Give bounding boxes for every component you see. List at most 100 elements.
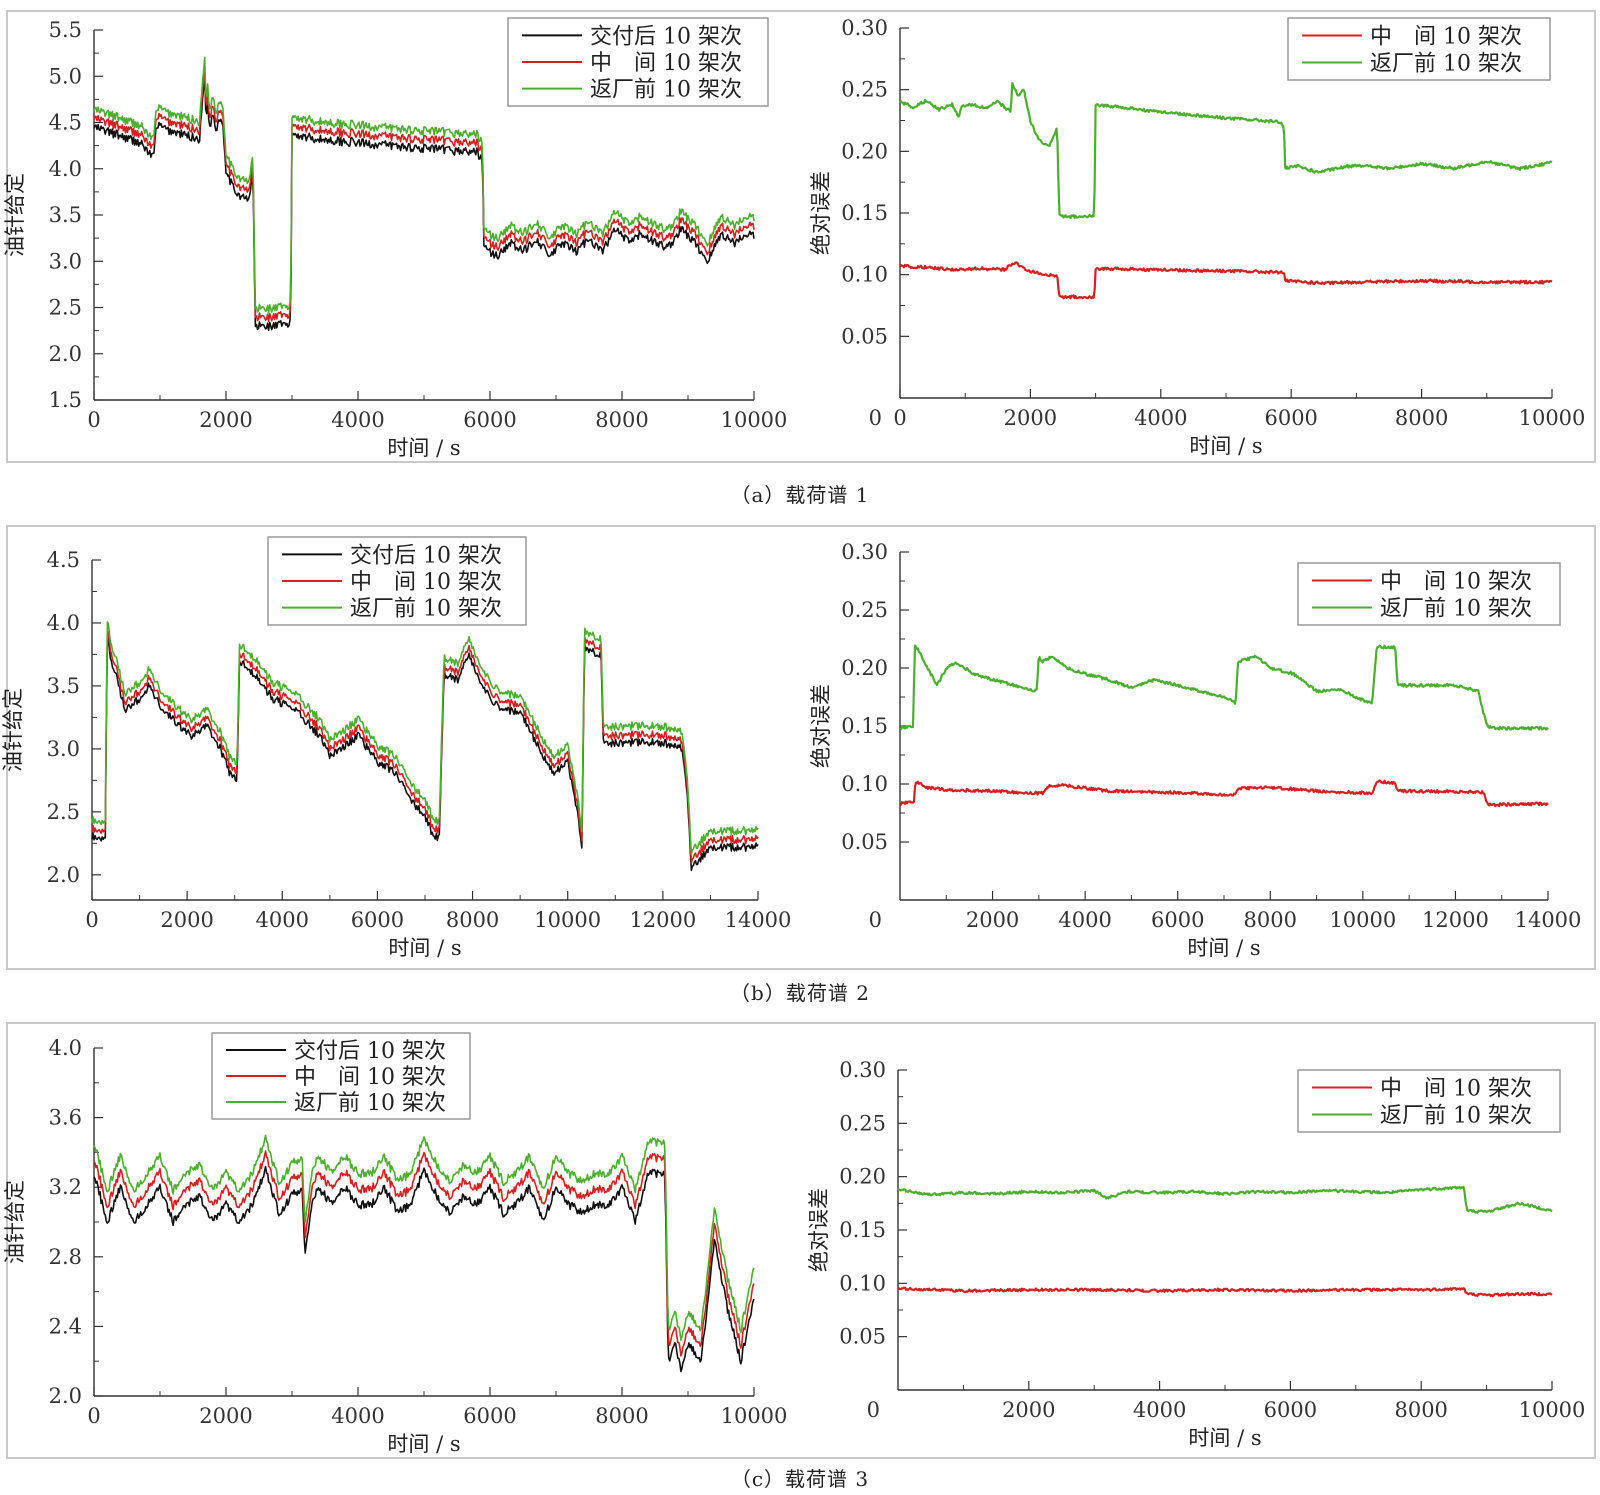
legend-box — [1287, 17, 1551, 81]
y-axis-label: 绝对误差 — [809, 684, 833, 768]
legend-label-1: 中 间 10 架次 — [294, 1065, 446, 1090]
x-axis-label: 时间 / s — [387, 436, 460, 460]
series-line-2 — [93, 1134, 755, 1341]
y-tick-label: 1.5 — [49, 388, 82, 412]
y-tick-label: 3.5 — [49, 203, 82, 227]
x-tick-label: 12000 — [629, 908, 696, 932]
legend-label-0: 中 间 10 架次 — [1370, 25, 1522, 50]
y-axis-label: 油针给定 — [3, 1180, 27, 1264]
y-tick-label: 5.0 — [49, 64, 82, 88]
y-tick-label: 4.0 — [47, 611, 80, 635]
series-line-1 — [93, 1150, 755, 1357]
y-axis-label: 油针给定 — [1, 688, 25, 772]
chart-a-right: 0.05 0.10 0.15 0.20 0.25 0.30 0 0 2000 4000 6000 80… — [809, 16, 1585, 458]
x-tick-label: 0 — [85, 908, 98, 932]
x-tick-label: 2000 — [966, 908, 1019, 932]
y-tick-label: 2.8 — [49, 1245, 82, 1269]
series-line-1 — [899, 82, 1553, 220]
legend-label-1: 返厂前 10 架次 — [1380, 1104, 1532, 1129]
y-tick-label: 2.4 — [49, 1314, 82, 1338]
legend-label-0: 交付后 10 架次 — [294, 1039, 446, 1064]
x-tick-label: 4000 — [331, 1404, 384, 1428]
legend-label-2: 返厂前 10 架次 — [350, 597, 502, 622]
x-tick-label: 8000 — [1395, 406, 1448, 430]
y-tick-label: 0.25 — [841, 598, 888, 622]
x-axis-label: 时间 / s — [388, 936, 461, 960]
x-tick-label: 0 — [893, 406, 906, 430]
chart-c-left: 2.0 2.4 2.8 3.2 3.6 4.0 0 2000 4000 6000 8000 10000… — [3, 1032, 788, 1456]
legend-label-1: 返厂前 10 架次 — [1380, 597, 1532, 622]
caption-c: （c）载荷谱 3 — [730, 1467, 870, 1491]
y-tick-label: 3.5 — [47, 674, 80, 698]
legend-label-0: 交付后 10 架次 — [590, 24, 742, 49]
legend-box — [1297, 1069, 1561, 1133]
x-tick-label: 10000 — [1519, 406, 1586, 430]
y-tick-label: 0.10 — [841, 772, 888, 796]
series-line-0 — [899, 261, 1553, 300]
chart-b-left: 2.0 2.5 3.0 3.5 4.0 4.5 0 2000 4000 6000 8000 10000… — [1, 536, 791, 960]
x-tick-label: 4000 — [1058, 908, 1111, 932]
series-line-0 — [899, 779, 1549, 808]
y-tick-label: 0.20 — [841, 656, 888, 680]
panel-a — [6, 10, 1596, 463]
x-tick-label: 2000 — [1002, 1398, 1055, 1422]
x-tick-label: 8000 — [595, 408, 648, 432]
y-tick-label: 0.05 — [841, 830, 888, 854]
x-tick-label: 10000 — [721, 1404, 788, 1428]
series-line-0 — [91, 637, 759, 872]
series-line-0 — [897, 1286, 1553, 1298]
chart-c-right: 0.05 0.10 0.15 0.20 0.25 0.30 0 2000 4000 6000 800… — [807, 1058, 1585, 1450]
y-tick-label: 2.5 — [47, 800, 80, 824]
chart-a-left: 1.5 2.0 2.5 3.0 3.5 4.0 4.5 5.0 5.5 0 2000 4000 6000… — [3, 17, 788, 460]
caption-a: （a）载荷谱 1 — [730, 483, 870, 507]
x-tick-label: 4000 — [331, 408, 384, 432]
x-tick-label: 2000 — [1004, 406, 1057, 430]
series-line-1 — [899, 644, 1549, 731]
x-tick-label: 2000 — [199, 1404, 252, 1428]
y-axis-label: 油针给定 — [3, 173, 27, 257]
y-tick-label: 0.20 — [841, 139, 888, 163]
x-tick-label: 6000 — [351, 908, 404, 932]
y-tick-label: 0.15 — [839, 1218, 886, 1242]
y-tick-label: 3.0 — [49, 249, 82, 273]
caption-b: （b）载荷谱 2 — [730, 981, 870, 1005]
y-tick-label: 0.15 — [841, 201, 888, 225]
x-tick-label: 4000 — [1133, 1398, 1186, 1422]
x-tick-label: 12000 — [1422, 908, 1489, 932]
y-axis-label: 绝对误差 — [809, 171, 833, 255]
x-tick-label: 4000 — [1134, 406, 1187, 430]
series-line-0 — [93, 74, 755, 332]
legend-label-0: 中 间 10 架次 — [1380, 570, 1532, 595]
y-tick-label: 0.30 — [841, 16, 888, 40]
y-tick-label: 0.10 — [839, 1271, 886, 1295]
x-tick-label: 10000 — [721, 408, 788, 432]
legend-label-1: 返厂前 10 架次 — [1370, 52, 1522, 77]
y-tick-label: 4.5 — [49, 111, 82, 135]
x-axis-label: 时间 / s — [1187, 936, 1260, 960]
x-tick-label: 8000 — [1394, 1398, 1447, 1422]
x-tick-label: 8000 — [1244, 908, 1297, 932]
x-axis-label: 时间 / s — [1189, 434, 1262, 458]
x-tick-label: 2000 — [160, 908, 213, 932]
legend-label-0: 交付后 10 架次 — [350, 543, 502, 568]
y-tick-label: 0.30 — [839, 1058, 886, 1082]
x-tick-label: 0 — [87, 408, 100, 432]
legend-label-2: 返厂前 10 架次 — [590, 78, 742, 103]
series-line-2 — [93, 56, 755, 314]
y-tick-label: 2.0 — [49, 342, 82, 366]
x-tick-label: 6000 — [463, 1404, 516, 1428]
x-tick-label: 14000 — [1515, 908, 1582, 932]
x-tick-label: 10000 — [1329, 908, 1396, 932]
y-tick-label: 2.0 — [49, 1384, 82, 1408]
origin-label: 0 — [869, 406, 882, 430]
chart-b-right: 0.05 0.10 0.15 0.20 0.25 0.30 0 2000 4000 6000 800… — [809, 540, 1581, 960]
y-tick-label: 0.25 — [839, 1111, 886, 1135]
origin-label: 0 — [867, 1398, 880, 1422]
x-tick-label: 6000 — [1264, 406, 1317, 430]
